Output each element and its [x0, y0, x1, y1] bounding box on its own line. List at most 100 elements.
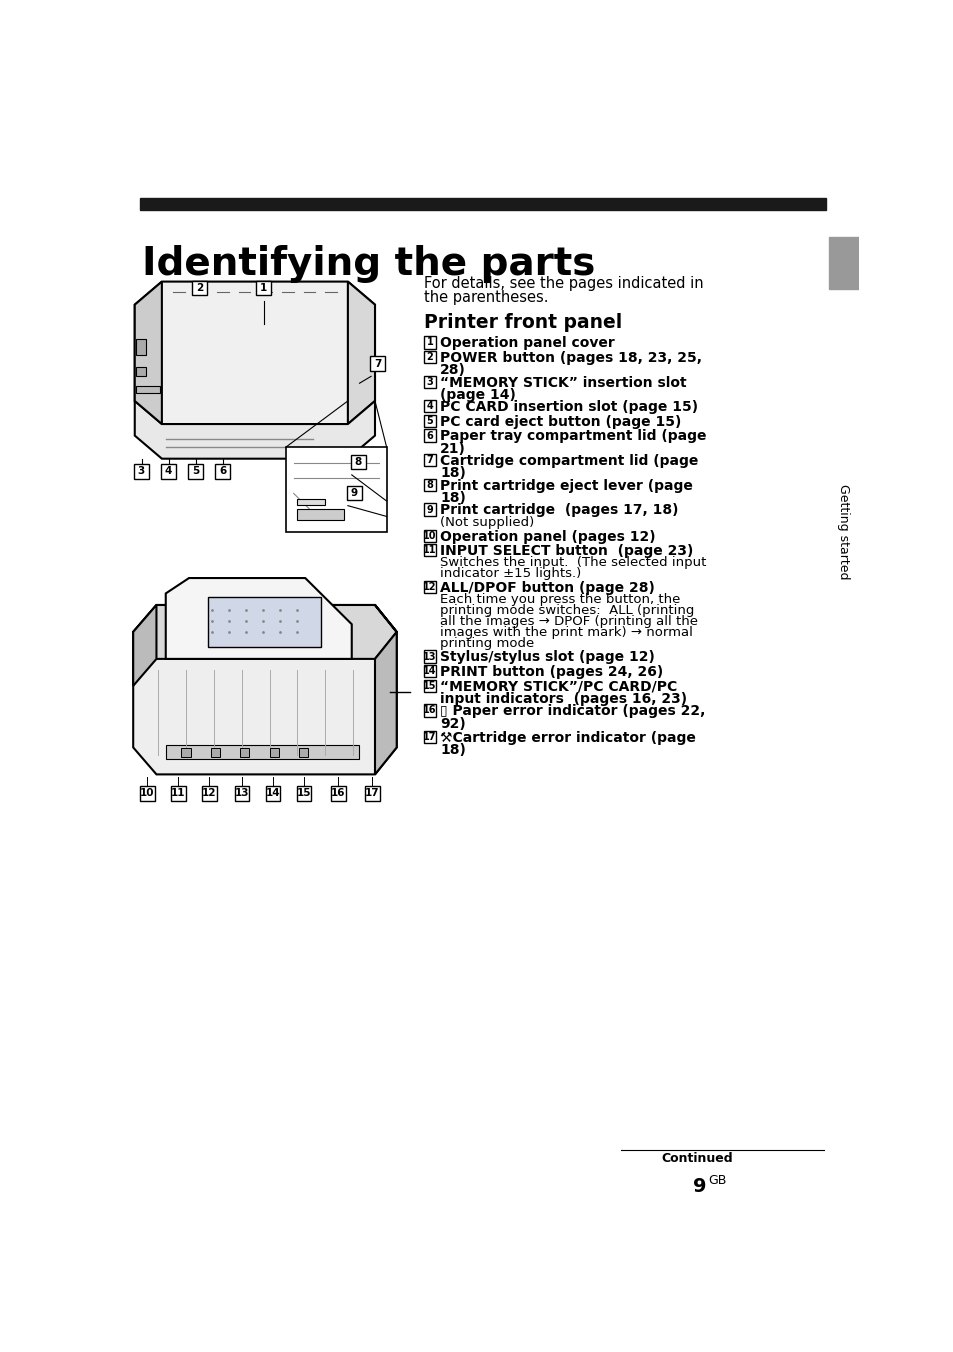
- Text: ALL/DPOF button (page 28): ALL/DPOF button (page 28): [439, 581, 655, 595]
- Text: 2: 2: [426, 352, 433, 362]
- Bar: [331, 786, 345, 800]
- Bar: [423, 544, 436, 557]
- Text: printing mode: printing mode: [439, 637, 534, 649]
- Text: Getting started: Getting started: [837, 484, 849, 580]
- Bar: [140, 786, 154, 800]
- Bar: [140, 197, 825, 210]
- Text: 7: 7: [374, 358, 381, 369]
- Bar: [208, 598, 320, 648]
- Bar: [423, 400, 436, 412]
- Text: 6: 6: [219, 466, 226, 476]
- Text: 21): 21): [439, 442, 465, 456]
- Text: indicator ±15 lights.): indicator ±15 lights.): [439, 568, 580, 580]
- Text: For details, see the pages indicated in: For details, see the pages indicated in: [423, 276, 702, 291]
- Bar: [136, 366, 146, 376]
- Text: 15: 15: [296, 788, 311, 798]
- Bar: [423, 650, 436, 662]
- Bar: [423, 503, 436, 515]
- Polygon shape: [166, 579, 352, 658]
- Text: 1: 1: [426, 338, 433, 347]
- Text: 12: 12: [202, 788, 216, 798]
- Bar: [266, 786, 280, 800]
- Polygon shape: [133, 604, 396, 775]
- Text: 6: 6: [426, 430, 433, 441]
- Bar: [347, 485, 361, 500]
- Text: 11: 11: [423, 545, 436, 556]
- Bar: [166, 745, 359, 758]
- Bar: [423, 454, 436, 466]
- Text: 2: 2: [195, 283, 203, 293]
- Polygon shape: [133, 604, 156, 685]
- Bar: [240, 748, 249, 757]
- Text: 28): 28): [439, 364, 465, 377]
- Text: 12: 12: [423, 583, 436, 592]
- Bar: [423, 337, 436, 349]
- Text: 18): 18): [439, 466, 465, 480]
- Text: 14: 14: [423, 667, 436, 676]
- Polygon shape: [134, 281, 162, 425]
- Text: 3: 3: [137, 466, 145, 476]
- Bar: [297, 499, 324, 504]
- Text: 1: 1: [260, 283, 267, 293]
- Bar: [211, 748, 220, 757]
- Text: “MEMORY STICK” insertion slot: “MEMORY STICK” insertion slot: [439, 376, 686, 389]
- Text: Cartridge compartment lid (page: Cartridge compartment lid (page: [439, 454, 698, 468]
- Text: 5: 5: [426, 416, 433, 426]
- Polygon shape: [348, 281, 375, 425]
- Bar: [171, 786, 186, 800]
- Text: 16: 16: [423, 706, 436, 715]
- Text: 10: 10: [423, 531, 436, 541]
- Bar: [423, 415, 436, 427]
- Text: 16: 16: [331, 788, 345, 798]
- Bar: [423, 581, 436, 594]
- Text: Paper tray compartment lid (page: Paper tray compartment lid (page: [439, 430, 706, 443]
- Bar: [365, 786, 379, 800]
- Text: PRINT button (pages 24, 26): PRINT button (pages 24, 26): [439, 665, 662, 679]
- Bar: [351, 454, 365, 469]
- Bar: [423, 479, 436, 491]
- Bar: [423, 376, 436, 388]
- Text: 10: 10: [140, 788, 154, 798]
- Bar: [270, 748, 278, 757]
- Bar: [256, 281, 271, 296]
- Text: (Not supplied): (Not supplied): [439, 515, 534, 529]
- Text: 92): 92): [439, 717, 465, 730]
- Text: 18): 18): [439, 742, 465, 757]
- Bar: [215, 464, 230, 479]
- Bar: [423, 530, 436, 542]
- Text: 11: 11: [172, 788, 186, 798]
- Text: Identifying the parts: Identifying the parts: [142, 246, 596, 284]
- Text: 9: 9: [426, 504, 433, 515]
- Text: (page 14): (page 14): [439, 388, 516, 402]
- Text: Printer front panel: Printer front panel: [423, 314, 621, 333]
- Bar: [136, 385, 159, 393]
- Bar: [298, 748, 308, 757]
- Bar: [423, 665, 436, 677]
- Polygon shape: [133, 604, 396, 658]
- Bar: [296, 786, 311, 800]
- Text: 18): 18): [439, 491, 465, 506]
- Text: Print cartridge eject lever (page: Print cartridge eject lever (page: [439, 479, 692, 492]
- Text: 5: 5: [192, 466, 199, 476]
- Text: GB: GB: [707, 1174, 726, 1187]
- Text: Continued: Continued: [661, 1152, 733, 1164]
- Text: 8: 8: [355, 457, 361, 468]
- Text: Operation panel cover: Operation panel cover: [439, 337, 614, 350]
- Text: 8: 8: [426, 480, 433, 489]
- Bar: [297, 508, 344, 521]
- Bar: [423, 680, 436, 692]
- Text: Switches the input.  (The selected input: Switches the input. (The selected input: [439, 557, 706, 569]
- Text: input indicators  (pages 16, 23): input indicators (pages 16, 23): [439, 692, 686, 706]
- Polygon shape: [134, 402, 375, 458]
- Bar: [828, 237, 858, 289]
- Text: 14: 14: [266, 788, 280, 798]
- Text: ⚒Cartridge error indicator (page: ⚒Cartridge error indicator (page: [439, 730, 696, 745]
- Text: 15: 15: [423, 681, 436, 691]
- Bar: [136, 339, 146, 354]
- Bar: [181, 748, 191, 757]
- Bar: [423, 352, 436, 364]
- Bar: [234, 786, 249, 800]
- Text: 17: 17: [365, 788, 379, 798]
- Text: the parentheses.: the parentheses.: [423, 291, 548, 306]
- Bar: [133, 464, 149, 479]
